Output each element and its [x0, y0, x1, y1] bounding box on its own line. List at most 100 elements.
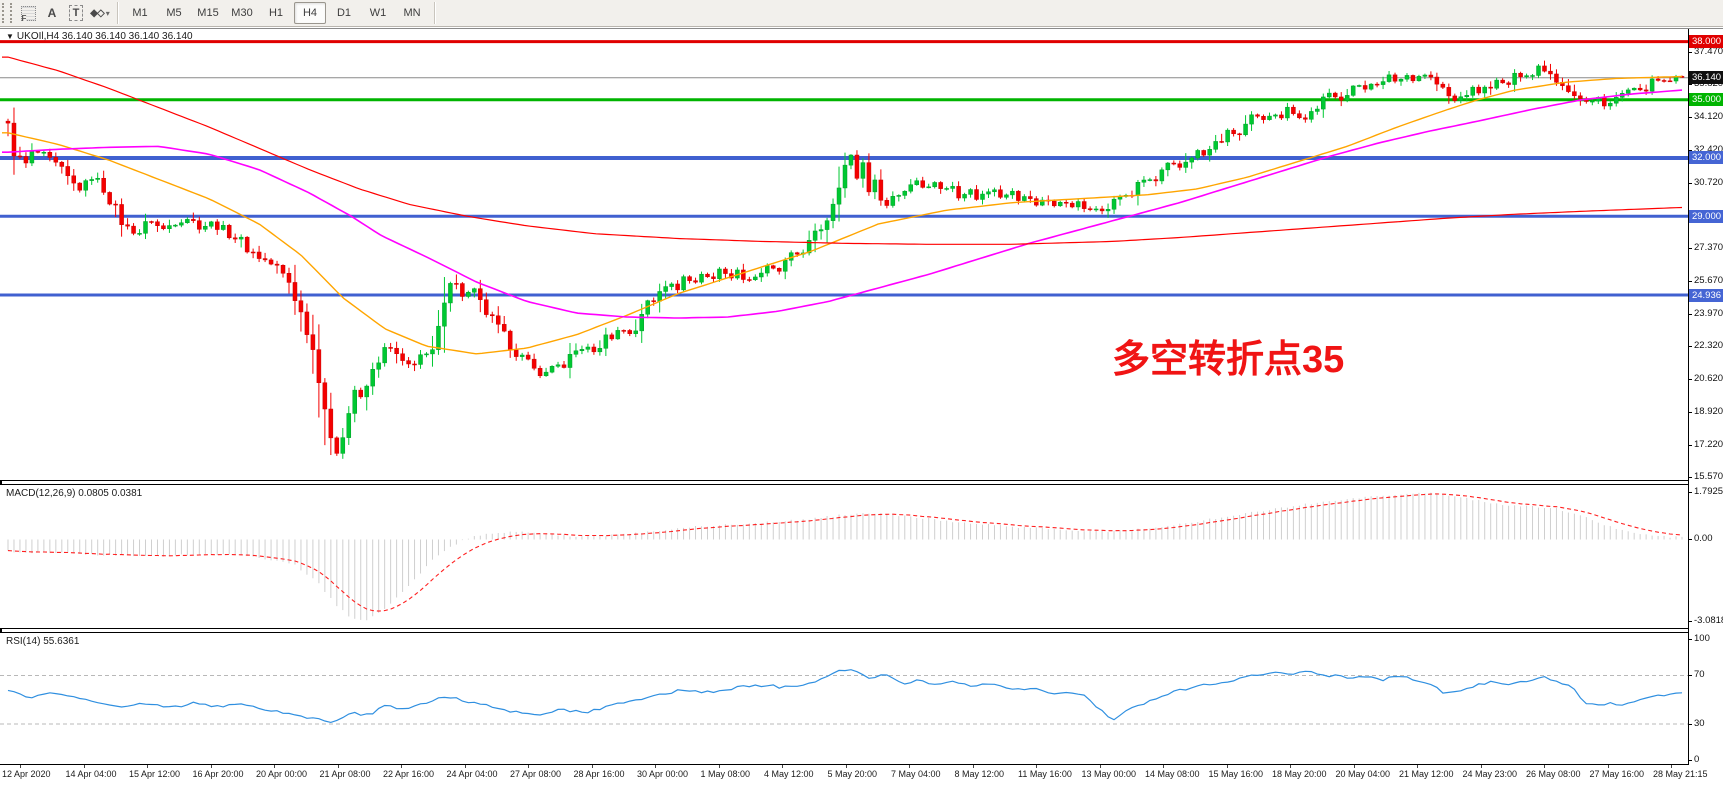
time-axis-label: 4 May 12:00 [764, 769, 814, 779]
rsi-panel-canvas[interactable] [0, 633, 1688, 764]
price-tick-label: 32.420 [1694, 143, 1723, 155]
timeframe-button-m5[interactable]: M5 [166, 7, 182, 19]
rsi-tick-label: 100 [1694, 633, 1710, 645]
time-tick-mark [591, 765, 593, 768]
timeframe-button-m30[interactable]: M30 [231, 7, 253, 19]
axis-tick-mark [1689, 491, 1692, 493]
chart-text-annotation[interactable]: 多空转折点35 [1112, 339, 1345, 381]
time-tick-mark [1353, 765, 1355, 768]
time-tick-mark [655, 765, 656, 768]
main-chart-canvas[interactable] [0, 29, 1688, 480]
chevron-down-icon: ▾ [105, 8, 110, 18]
time-tick-mark [718, 765, 720, 768]
time-tick-mark [972, 765, 974, 768]
panel-separator[interactable] [0, 632, 1723, 633]
chart-shift-button[interactable]: F [17, 2, 39, 24]
time-axis-label: 8 May 12:00 [954, 769, 1005, 779]
price-level-badge-36.140: 36.140 [1689, 71, 1723, 85]
price-tick-label: 17.220 [1694, 438, 1723, 450]
time-tick-mark [274, 765, 275, 768]
price-tick-label: 23.970 [1694, 307, 1723, 319]
time-axis-label: 12 Apr 2020 [2, 769, 51, 779]
time-axis-label: 26 May 08:00 [1526, 769, 1581, 779]
price-level-badge-35.000: 35.000 [1689, 93, 1723, 107]
time-tick-mark [147, 765, 148, 768]
text-box-icon: T [68, 5, 84, 21]
axis-tick-mark [1689, 444, 1692, 446]
time-tick-mark [1607, 765, 1609, 768]
time-axis-label: 14 Apr 04:00 [65, 769, 117, 779]
axis-tick-mark [1689, 621, 1692, 623]
macd-tick-label: -3.0818 [1694, 615, 1723, 627]
time-tick-mark [401, 765, 402, 768]
price-tick-label: 20.620 [1694, 372, 1723, 384]
axis-tick-mark [1689, 116, 1692, 118]
time-axis-label: 20 Apr 00:00 [256, 769, 308, 779]
price-tick-label: 22.320 [1694, 339, 1723, 351]
timeframe-button-d1[interactable]: D1 [336, 7, 352, 19]
axis-tick-mark [1689, 51, 1692, 53]
drawing-objects-button[interactable]: ◆◇ ▾ [89, 2, 111, 24]
time-axis-label: 13 May 00:00 [1081, 769, 1137, 779]
time-axis-label: 28 Apr 16:00 [573, 769, 625, 779]
timeframe-button-m1[interactable]: M1 [132, 7, 148, 19]
time-axis-label: 21 May 12:00 [1399, 769, 1454, 779]
axis-tick-mark [1689, 675, 1692, 677]
time-tick-mark [210, 765, 212, 768]
text-label-icon: A [47, 6, 57, 20]
toolbar: F A T ◆◇ ▾ M1 M5 M15 M30 H1 H4 D1 W1 MN [0, 0, 1723, 27]
axis-tick-mark [1689, 247, 1692, 249]
toolbar-separator [117, 2, 118, 24]
panel-separator [0, 28, 1723, 29]
time-tick-mark [20, 765, 21, 768]
price-tick-label: 25.670 [1694, 274, 1723, 286]
time-axis-label: 1 May 08:00 [700, 769, 751, 779]
time-axis-label: 5 May 20:00 [827, 769, 878, 779]
time-tick-mark [1480, 765, 1482, 768]
axis-tick-mark [1689, 639, 1692, 641]
timeframe-button-m15[interactable]: M15 [197, 7, 219, 19]
toolbar-drag-handle[interactable] [2, 3, 12, 23]
price-axis[interactable]: 37.47035.82034.12032.42030.72027.37025.6… [1688, 29, 1723, 765]
axis-tick-mark [1689, 760, 1692, 762]
panel-separator[interactable] [0, 484, 1723, 485]
time-tick-mark [1163, 765, 1164, 768]
shapes-icon: ◆◇ [90, 7, 104, 19]
time-tick-mark [337, 765, 339, 768]
time-axis-label: 16 Apr 20:00 [192, 769, 244, 779]
time-axis-label: 18 May 20:00 [1272, 769, 1327, 779]
axis-tick-mark [1689, 723, 1692, 725]
axis-tick-mark [1689, 83, 1692, 85]
time-tick-mark [83, 765, 85, 768]
time-axis-label: 15 May 16:00 [1208, 769, 1264, 779]
macd-panel-canvas[interactable] [0, 485, 1688, 628]
time-tick-mark [909, 765, 910, 768]
time-axis-label: 24 Apr 04:00 [446, 769, 498, 779]
timeframe-button-w1[interactable]: W1 [369, 7, 387, 19]
axis-tick-mark [1689, 149, 1692, 151]
panel-separator[interactable] [0, 480, 1723, 481]
time-tick-mark [1671, 765, 1672, 768]
time-axis[interactable]: 12 Apr 2020 14 Apr 04:00 15 Apr 12:00 16 Ap… [0, 765, 1723, 786]
timeframe-button-h4[interactable]: H4 [294, 2, 326, 24]
macd-tick-label: 1.7925 [1694, 485, 1723, 497]
text-box-tool-button[interactable]: T [65, 2, 87, 24]
chart-shift-icon: F [20, 5, 36, 23]
text-label-tool-button[interactable]: A [41, 2, 63, 24]
time-axis-label: 22 Apr 16:00 [383, 769, 435, 779]
price-level-badge-24.936: 24.936 [1689, 288, 1723, 302]
time-tick-mark [1290, 765, 1291, 768]
price-tick-label: 27.370 [1694, 241, 1723, 253]
panel-separator [0, 764, 1723, 765]
time-axis-label: 27 May 16:00 [1589, 769, 1645, 779]
axis-tick-mark [1689, 378, 1692, 380]
time-axis-label: 24 May 23:00 [1462, 769, 1518, 779]
time-tick-mark [1544, 765, 1545, 768]
axis-tick-mark [1689, 280, 1692, 282]
time-tick-mark [1226, 765, 1228, 768]
panel-separator[interactable] [0, 628, 1723, 629]
timeframe-button-mn[interactable]: MN [403, 7, 421, 19]
timeframe-button-h1[interactable]: H1 [268, 7, 284, 19]
time-axis-label: 11 May 16:00 [1018, 769, 1072, 779]
